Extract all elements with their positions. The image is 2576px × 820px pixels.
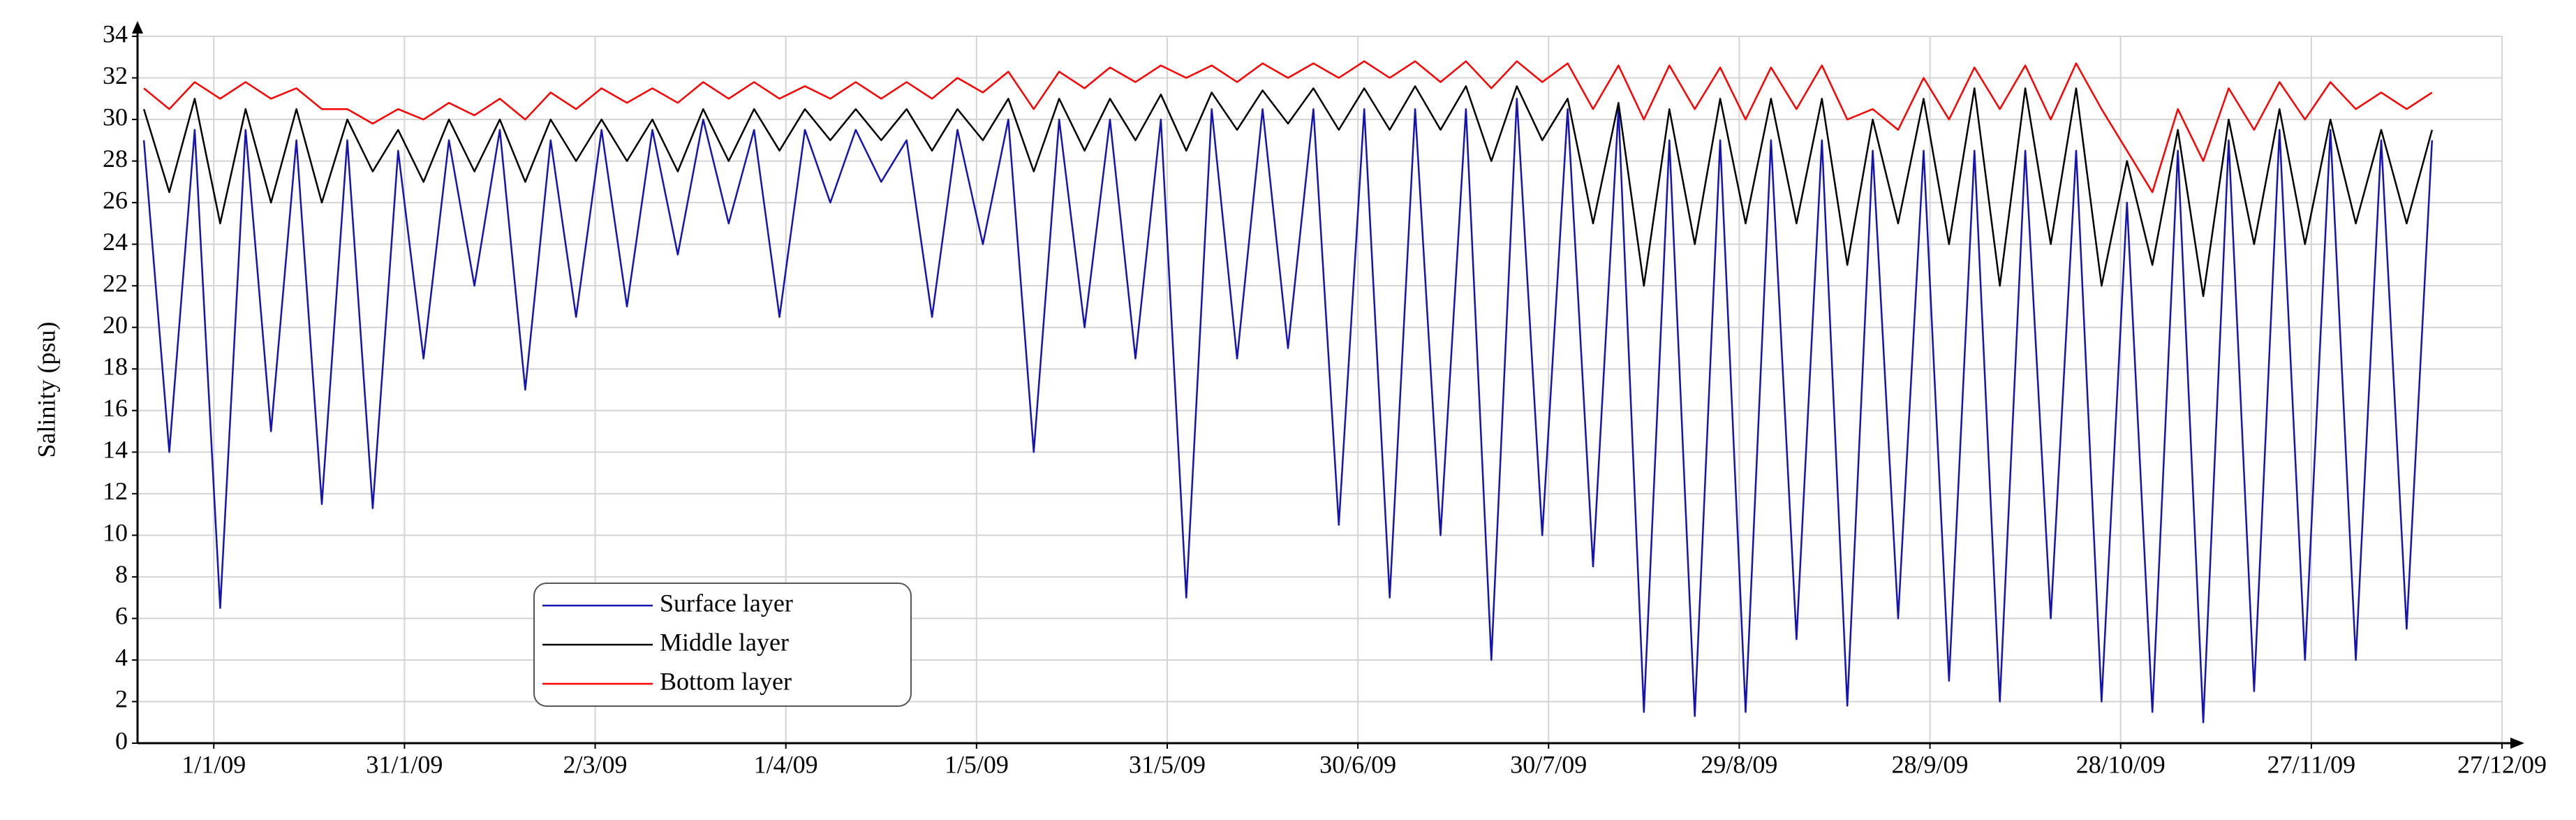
legend-label: Middle layer	[660, 628, 789, 656]
y-tick-label: 18	[103, 353, 128, 381]
y-tick-label: 20	[103, 311, 128, 339]
x-tick-label: 1/5/09	[945, 750, 1009, 778]
x-tick-label: 31/5/09	[1129, 750, 1206, 778]
series-line	[142, 85, 2434, 298]
y-axis-arrow	[132, 21, 143, 34]
x-tick-label: 31/1/09	[366, 750, 443, 778]
y-tick-label: 12	[103, 477, 128, 505]
y-tick-label: 16	[103, 394, 128, 422]
x-tick-label: 1/4/09	[754, 750, 818, 778]
series-line	[143, 60, 2433, 193]
x-tick-label: 27/12/09	[2457, 750, 2547, 778]
y-tick-label: 26	[103, 186, 128, 214]
x-tick-label: 30/6/09	[1319, 750, 1396, 778]
y-tick-label: 2	[115, 685, 128, 713]
x-tick-label: 2/3/09	[563, 750, 628, 778]
y-tick-label: 32	[103, 61, 128, 89]
y-tick-label: 8	[115, 560, 128, 588]
legend-box	[533, 583, 912, 707]
y-tick-label: 34	[103, 20, 128, 47]
y-tick-label: 10	[103, 519, 128, 547]
x-tick-label: 27/11/09	[2267, 750, 2356, 778]
y-tick-label: 28	[103, 145, 128, 173]
y-tick-label: 24	[103, 228, 128, 256]
x-tick-label: 28/10/09	[2076, 750, 2166, 778]
x-tick-label: 1/1/09	[182, 750, 246, 778]
legend: Surface layer Middle layer Bottom layer	[533, 583, 912, 707]
x-tick-label: 29/8/09	[1701, 750, 1777, 778]
legend-label: Bottom layer	[660, 667, 792, 695]
y-tick-label: 6	[115, 602, 128, 630]
legend-label: Surface layer	[660, 589, 793, 617]
y-tick-label: 14	[103, 436, 128, 464]
series-line	[142, 98, 2434, 724]
y-tick-label: 4	[115, 643, 128, 671]
x-tick-label: 30/7/09	[1510, 750, 1587, 778]
y-axis-label: Salinity (psu)	[32, 322, 60, 458]
y-tick-label: 0	[115, 726, 128, 754]
y-tick-label: 22	[103, 269, 128, 297]
y-tick-label: 30	[103, 103, 128, 131]
x-tick-label: 28/9/09	[1892, 750, 1969, 778]
x-axis-arrow	[2510, 738, 2524, 749]
